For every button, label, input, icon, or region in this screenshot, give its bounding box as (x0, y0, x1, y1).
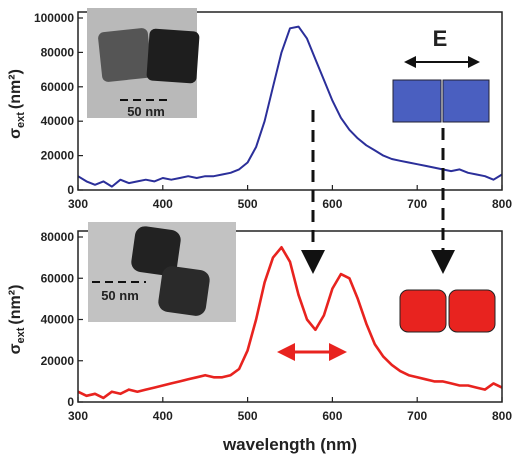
y-label-subscript: ext (15, 327, 27, 343)
x-tick-label: 800 (492, 197, 512, 211)
x-tick-label: 600 (322, 197, 342, 211)
inset-top: 50 nm (87, 8, 200, 119)
data-line (77, 246, 503, 400)
y-axis-label: σext (nm²) (7, 285, 27, 355)
panel: 300 400 500 600 700 800 0 20000 40000 60000 80000 σ… (7, 230, 512, 454)
y-tick-label: 0 (67, 183, 74, 197)
y-label-symbol: σ (7, 343, 24, 354)
y-tick-label: 80000 (41, 230, 75, 244)
cube (399, 289, 447, 333)
cube (392, 79, 442, 123)
inset-bottom: 50 nm (88, 222, 236, 322)
x-tick-label: 500 (238, 409, 258, 423)
y-axis-label: σext (nm²) (7, 69, 27, 139)
y-tick-label: 20000 (41, 354, 75, 368)
y-tick-label: 40000 (41, 114, 75, 128)
x-tick-label: 300 (68, 409, 88, 423)
data-line (77, 25, 503, 188)
y-tick-label: 80000 (41, 45, 75, 59)
x-tick-label: 700 (407, 409, 427, 423)
x-axis-label: wavelength (nm) (222, 435, 357, 454)
y-tick-label: 60000 (41, 271, 75, 285)
panel: 300 400 500 600 700 800 0 20000 40000 60000 80000 1… (7, 11, 512, 211)
x-tick-label: 300 (68, 197, 88, 211)
x-tick-label: 400 (153, 409, 173, 423)
y-tick-label: 20000 (41, 149, 75, 163)
scale-label: 50 nm (127, 104, 165, 119)
y-label-subscript: ext (15, 112, 27, 128)
y-label-unit: (nm²) (7, 69, 24, 109)
y-tick-label: 100000 (34, 11, 74, 25)
y-label-symbol: σ (7, 128, 24, 139)
x-tick-label: 600 (322, 409, 342, 423)
field-label: E (433, 26, 448, 51)
x-tick-label: 500 (238, 197, 258, 211)
cube (442, 79, 490, 123)
cube (448, 289, 496, 333)
x-tick-label: 700 (407, 197, 427, 211)
plot-frame (77, 230, 503, 403)
y-label-unit: (nm²) (7, 285, 24, 325)
y-tick-label: 60000 (41, 80, 75, 94)
scale-label: 50 nm (101, 288, 139, 303)
y-tick-label: 40000 (41, 313, 75, 327)
y-tick-label: 0 (67, 395, 74, 409)
x-tick-label: 400 (153, 197, 173, 211)
plot-frame (77, 11, 503, 191)
x-tick-label: 800 (492, 409, 512, 423)
